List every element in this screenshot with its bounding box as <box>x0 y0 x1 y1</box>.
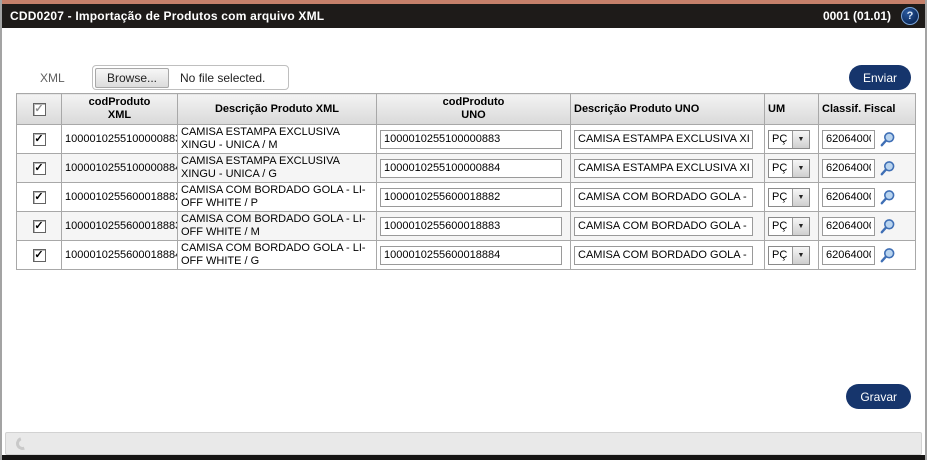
um-select[interactable]: PÇ ▼ <box>768 129 810 149</box>
search-icon[interactable] <box>879 131 896 148</box>
browse-button[interactable]: Browse... <box>95 67 170 88</box>
codproduto-xml-value: 1000010255600018883 <box>61 211 178 241</box>
loading-spinner-icon <box>13 434 32 453</box>
classif-fiscal-input[interactable] <box>822 245 875 265</box>
um-selected-value: PÇ <box>772 133 788 145</box>
header-classif-fiscal: Classif. Fiscal <box>818 93 916 125</box>
codproduto-uno-input[interactable] <box>380 216 562 236</box>
um-select[interactable]: PÇ ▼ <box>768 245 810 265</box>
classif-fiscal-input[interactable] <box>822 158 875 178</box>
table-row: ✓ 1000010255600018883 CAMISA COM BORDADO… <box>16 211 916 241</box>
row-checkbox[interactable]: ✓ <box>32 190 46 204</box>
codproduto-xml-value: 1000010255100000883 <box>61 124 178 154</box>
codproduto-uno-input[interactable] <box>380 158 562 178</box>
um-selected-value: PÇ <box>772 162 788 174</box>
table-header-row: ✓ codProduto XML Descrição Produto XML c… <box>16 93 916 125</box>
titlebar: CDD0207 - Importação de Produtos com arq… <box>2 4 925 28</box>
chevron-down-icon: ▼ <box>792 130 809 148</box>
table-row: ✓ 1000010255100000883 CAMISA ESTAMPA EXC… <box>16 124 916 154</box>
row-checkbox[interactable]: ✓ <box>32 248 46 262</box>
search-icon[interactable] <box>879 247 896 264</box>
um-select[interactable]: PÇ ▼ <box>768 158 810 178</box>
table-row: ✓ 1000010255600018884 CAMISA COM BORDADO… <box>16 240 916 270</box>
descricao-uno-input[interactable] <box>574 187 753 207</box>
descricao-xml-value: CAMISA ESTAMPA EXCLUSIVA XINGU - UNICA /… <box>177 153 377 183</box>
descricao-xml-value: CAMISA COM BORDADO GOLA - LI-OFF WHITE /… <box>177 182 377 212</box>
page-title: CDD0207 - Importação de Produtos com arq… <box>10 9 325 23</box>
gravar-button[interactable]: Gravar <box>846 384 911 409</box>
bottom-edge-strip <box>2 455 925 460</box>
file-status-text: No file selected. <box>180 70 266 85</box>
descricao-uno-input[interactable] <box>574 158 753 178</box>
descricao-xml-value: CAMISA COM BORDADO GOLA - LI-OFF WHITE /… <box>177 240 377 270</box>
header-descricao-produto-uno: Descrição Produto UNO <box>570 93 765 125</box>
version-label: 0001 (01.01) <box>822 9 891 23</box>
file-input[interactable]: Browse... No file selected. <box>92 65 289 90</box>
enviar-button[interactable]: Enviar <box>848 65 911 90</box>
chevron-down-icon: ▼ <box>792 159 809 177</box>
table-row: ✓ 1000010255100000884 CAMISA ESTAMPA EXC… <box>16 153 916 183</box>
descricao-xml-value: CAMISA COM BORDADO GOLA - LI-OFF WHITE /… <box>177 211 377 241</box>
product-import-table: ✓ codProduto XML Descrição Produto XML c… <box>16 93 916 270</box>
descricao-xml-value: CAMISA ESTAMPA EXCLUSIVA XINGU - UNICA /… <box>177 124 377 154</box>
row-checkbox[interactable]: ✓ <box>32 161 46 175</box>
table-row: ✓ 1000010255600018882 CAMISA COM BORDADO… <box>16 182 916 212</box>
codproduto-xml-value: 1000010255600018882 <box>61 182 178 212</box>
classif-fiscal-input[interactable] <box>822 129 875 149</box>
um-selected-value: PÇ <box>772 220 788 232</box>
chevron-down-icon: ▼ <box>792 217 809 235</box>
header-codproduto-uno: codProduto UNO <box>376 93 571 125</box>
descricao-uno-input[interactable] <box>574 216 753 236</box>
classif-fiscal-input[interactable] <box>822 216 875 236</box>
header-codproduto-xml: codProduto XML <box>61 93 178 125</box>
codproduto-uno-input[interactable] <box>380 187 562 207</box>
help-icon[interactable]: ? <box>901 7 919 25</box>
xml-field-label: XML <box>40 71 65 85</box>
chevron-down-icon: ▼ <box>792 246 809 264</box>
um-select[interactable]: PÇ ▼ <box>768 216 810 236</box>
header-um: UM <box>764 93 819 125</box>
codproduto-xml-value: 1000010255100000884 <box>61 153 178 183</box>
top-accent-strip <box>2 0 925 4</box>
um-select[interactable]: PÇ ▼ <box>768 187 810 207</box>
select-all-checkbox[interactable]: ✓ <box>32 102 46 116</box>
row-checkbox[interactable]: ✓ <box>32 132 46 146</box>
descricao-uno-input[interactable] <box>574 245 753 265</box>
codproduto-uno-input[interactable] <box>380 245 562 265</box>
search-icon[interactable] <box>879 218 896 235</box>
codproduto-xml-value: 1000010255600018884 <box>61 240 178 270</box>
header-descricao-produto-xml: Descrição Produto XML <box>177 93 377 125</box>
codproduto-uno-input[interactable] <box>380 129 562 149</box>
descricao-uno-input[interactable] <box>574 129 753 149</box>
chevron-down-icon: ▼ <box>792 188 809 206</box>
search-icon[interactable] <box>879 160 896 177</box>
um-selected-value: PÇ <box>772 191 788 203</box>
um-selected-value: PÇ <box>772 249 788 261</box>
classif-fiscal-input[interactable] <box>822 187 875 207</box>
status-bar <box>5 432 922 455</box>
search-icon[interactable] <box>879 189 896 206</box>
row-checkbox[interactable]: ✓ <box>32 219 46 233</box>
